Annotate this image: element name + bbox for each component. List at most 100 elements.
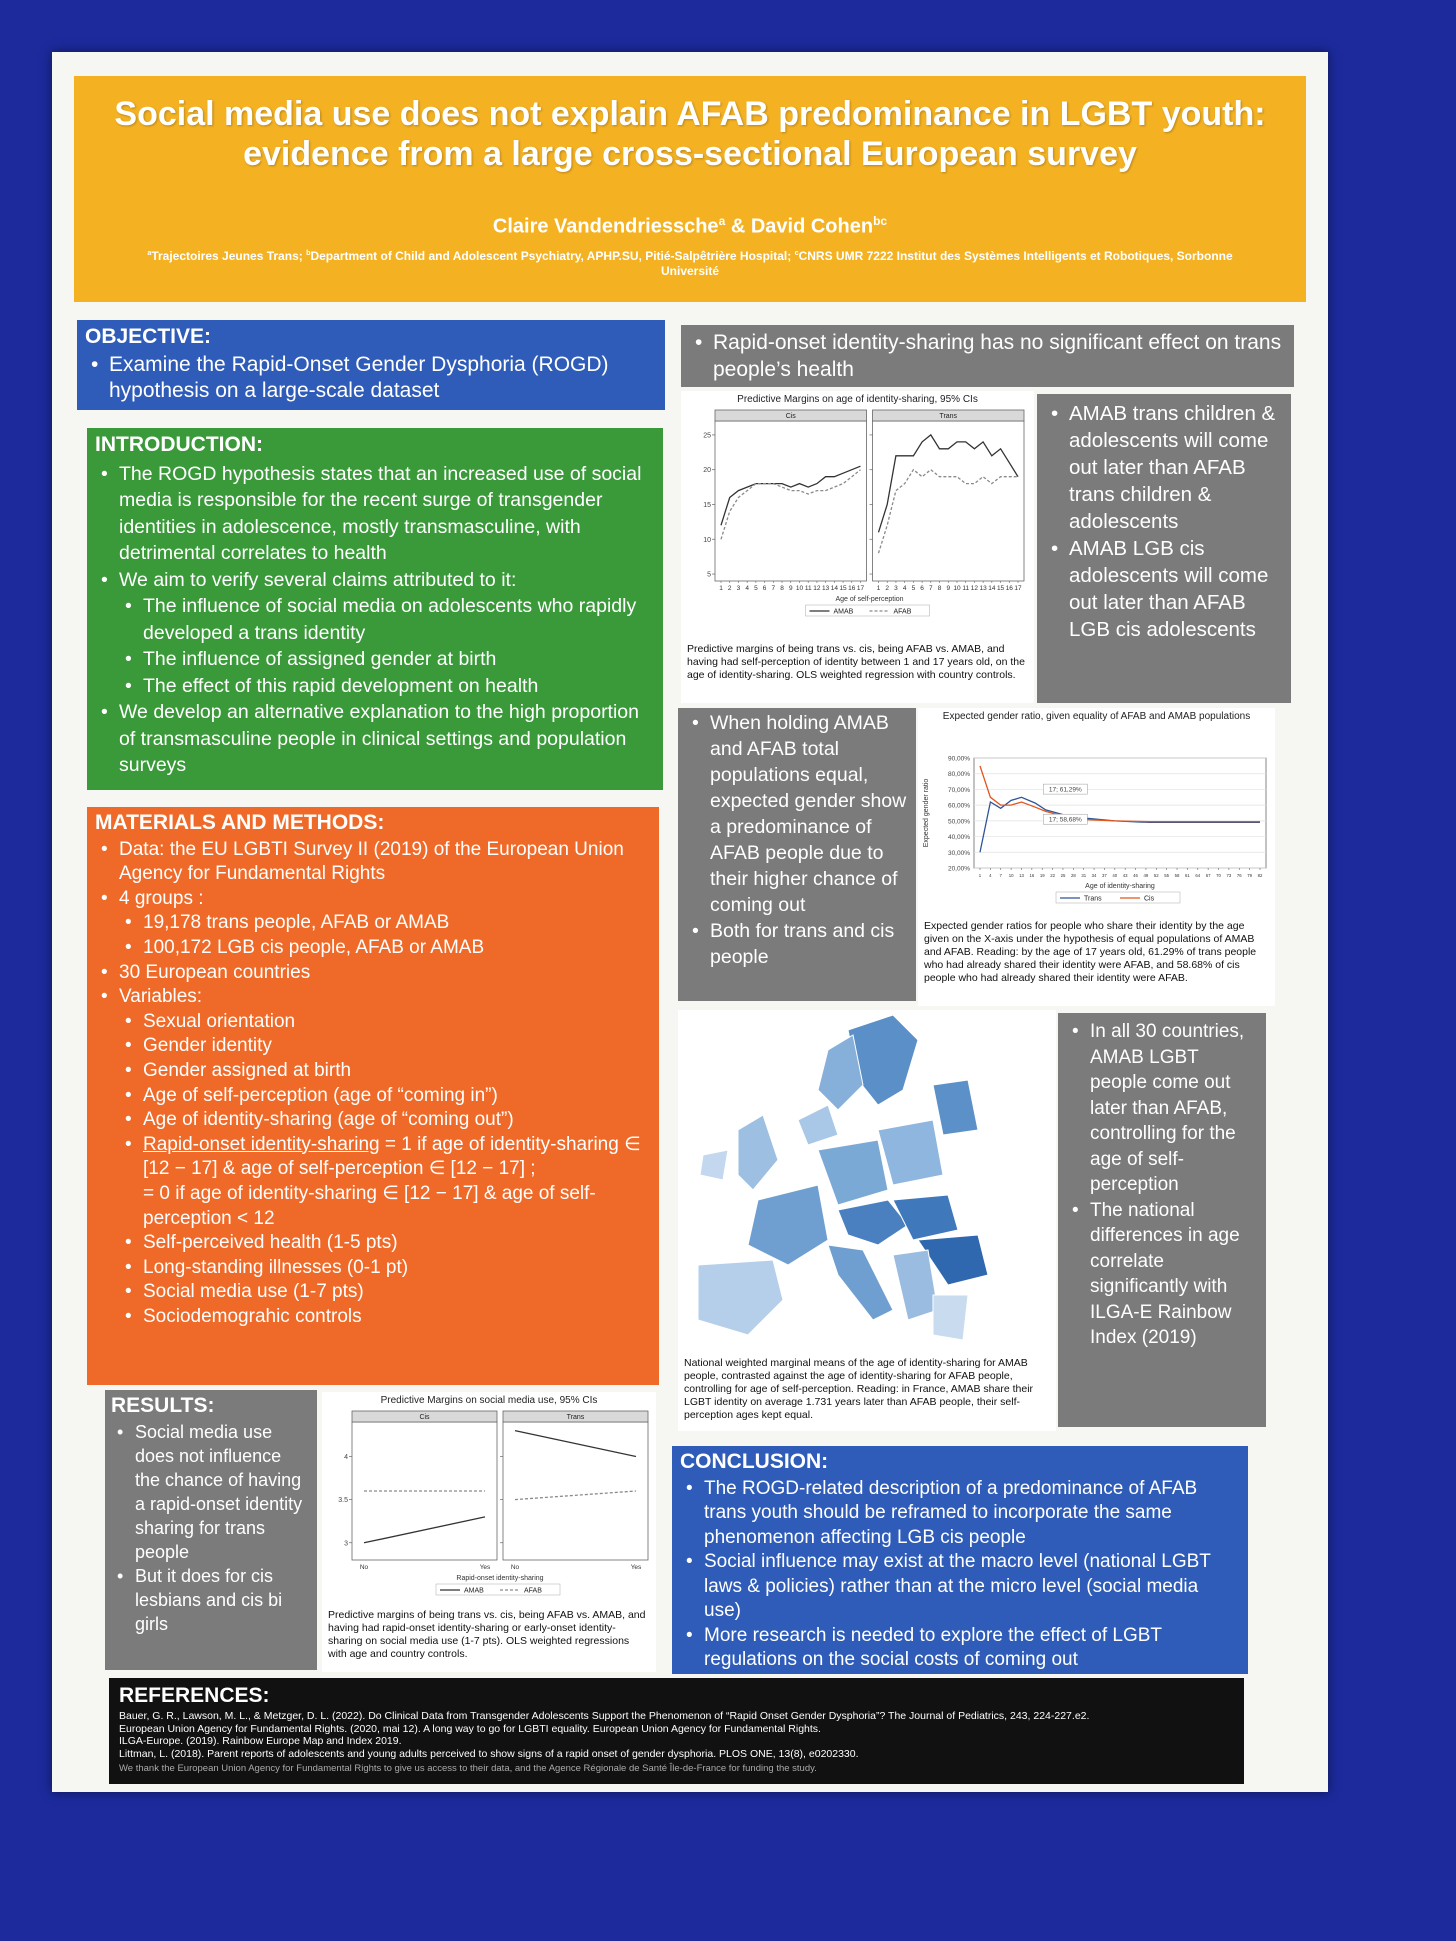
bullet-text: The national differences in age correlat… [1090,1199,1240,1349]
x-tick-label: 19 [1040,873,1045,878]
bullet-item: Sexual orientation [125,1010,651,1035]
bullet-item: Rapid-onset identity-sharing = 1 if age … [125,1133,651,1231]
chart: Predictive Margins on age of identity-sh… [703,394,1025,617]
x-tick-label: 52 [1154,873,1159,878]
x-tick-label: 58 [1175,873,1180,878]
bullet-text: We develop an alternative explanation to… [119,701,639,776]
bullet-item: Sociodemograhic controls [125,1305,651,1330]
bullet-list: Social media use does not influence the … [111,1420,311,1636]
figure: Predictive Margins on age of identity-sh… [681,391,1034,703]
x-tick-label: 9 [946,585,950,592]
x-tick-label: 6 [920,585,924,592]
affiliation-sup: b [306,247,311,257]
x-tick-label: 13 [980,585,988,592]
bullet-list: The ROGD-related description of a predom… [680,1477,1240,1673]
bullet-list: Examine the Rapid-Onset Gender Dysphoria… [85,352,657,404]
bullet-item: When holding AMAB and AFAB total populat… [692,710,908,918]
author-sup: a [718,214,726,228]
bullet-item: Rapid-onset identity-sharing has no sign… [695,329,1286,383]
bullet-text: Social media use does not influence the … [135,1422,303,1562]
bullet-text: Long-standing illnesses (0-1 pt) [143,1256,409,1278]
bullet-text: 30 European countries [119,961,311,983]
x-tick-label: 3 [737,585,741,592]
panel-strip [502,1410,649,1423]
series-line [514,1429,637,1458]
bullet-item: Long-standing illnesses (0-1 pt) [125,1256,651,1281]
x-tick-label: 9 [789,585,793,592]
panel-strip [714,409,867,422]
series-line [514,1490,637,1501]
bullet-list: The ROGD hypothesis states that an incre… [95,461,655,779]
introduction-box: INTRODUCTION: The ROGD hypothesis states… [87,428,663,790]
author-sup: bc [873,214,888,228]
bullet-item: The ROGD-related description of a predom… [686,1477,1240,1551]
reference: ILGA-Europe. (2019). Rainbow Europe Map … [119,1735,402,1747]
x-tick-label: 2 [885,585,889,592]
x-tick-label: 55 [1164,873,1169,878]
bullet-item: The national differences in age correlat… [1072,1198,1258,1351]
health-box: Rapid-onset identity-sharing has no sign… [681,325,1294,387]
bullet-item: We develop an alternative explanation to… [101,699,655,779]
figure: Predictive Margins on social media use, … [322,1392,656,1672]
x-tick-label: 14 [831,585,839,592]
sub-list: 19,178 trans people, AFAB or AMAB100,172… [119,911,651,960]
x-tick-label: 67 [1206,873,1211,878]
x-tick-label: 2 [728,585,732,592]
y-tick-label: 4 [344,1454,348,1461]
affiliation-sup: a [147,247,152,257]
affiliation: Trajectoires Jeunes Trans; [151,248,303,263]
y-tick-label: 70,00% [948,787,970,794]
y-tick-label: 25 [703,432,711,439]
y-tick-label: 5 [707,572,711,579]
x-axis-label: Rapid-onset identity-sharing [456,1575,543,1582]
x-tick-label: 11 [805,585,812,592]
panel-label: Cis [786,413,797,420]
x-tick-label: 73 [1226,873,1231,878]
panel-strip [872,409,1025,422]
methods-box: MATERIALS AND METHODS: Data: the EU LGBT… [87,807,659,1385]
annotation-box [1043,783,1088,795]
panel-strip [351,1410,498,1423]
legend-label: AFAB [524,1588,542,1595]
y-tick-label: 3 [344,1540,348,1547]
bullet-text: Gender assigned at birth [143,1059,352,1081]
bullet-item: 30 European countries [101,961,651,986]
bullet-item: 100,172 LGB cis people, AFAB or AMAB [125,936,651,961]
x-tick-label: 79 [1247,873,1252,878]
chart-title: Predictive Margins on age of identity-sh… [737,394,978,405]
author-sep: & [730,215,746,238]
x-tick-label: 10 [953,585,961,592]
bullet-text: Age of identity-sharing (age of “coming … [143,1109,514,1131]
x-tick-label: 17 [1014,585,1022,592]
series-line [720,465,861,526]
reference: Littman, L. (2018). Parent reports of ad… [119,1747,859,1760]
bullet-item: The ROGD hypothesis states that an incre… [101,461,655,567]
panel-label: Trans [939,413,957,420]
legend-label: AMAB [464,1588,484,1595]
x-tick-label: 6 [763,585,767,592]
caption: Expected gender ratios for people who sh… [924,920,1257,984]
legend-label: AMAB [834,609,854,616]
y-tick-label: 90,00% [948,756,970,763]
findings-box: AMAB trans children & adolescents will c… [1037,394,1291,703]
bullet-list: In all 30 countries, AMAB LGBT people co… [1066,1019,1258,1351]
x-tick-label: 8 [780,585,784,592]
x-tick-label: 15 [839,585,847,592]
bullet-item: Self-perceived health (1-5 pts) [125,1231,651,1256]
x-tick-label: 13 [822,585,830,592]
legend-box [1055,891,1181,904]
bullet-text: Self-perceived health (1-5 pts) [143,1232,398,1254]
x-tick-label: 10 [796,585,804,592]
heading: OBJECTIVE: [85,325,212,348]
bullet-item: Variables:Sexual orientation Gender ident… [101,985,651,1330]
chart-title: Predictive Margins on social media use, … [381,1395,598,1406]
title-box: Social media use does not explain AFAB p… [74,76,1306,302]
author: Claire Vandendriessche [492,215,719,238]
series-line [720,469,861,540]
plot-area [502,1421,649,1561]
y-tick-label: 40,00% [948,834,970,841]
underlined-term: Rapid-onset identity-sharing [143,1133,380,1155]
affiliations: aTrajectoires Jeunes Trans; bDepartment … [134,245,1246,279]
x-tick-label: 13 [1019,873,1024,878]
